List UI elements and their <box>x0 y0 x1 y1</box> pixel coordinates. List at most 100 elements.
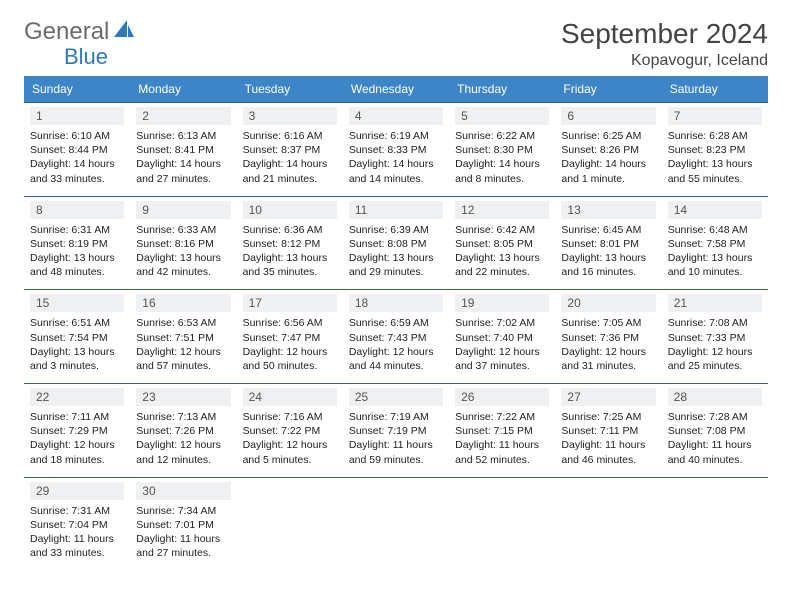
day-info: Sunrise: 6:22 AMSunset: 8:30 PMDaylight:… <box>455 129 549 186</box>
sunset-text: Sunset: 8:16 PM <box>136 237 230 251</box>
day-info: Sunrise: 6:13 AMSunset: 8:41 PMDaylight:… <box>136 129 230 186</box>
calendar-cell: 10Sunrise: 6:36 AMSunset: 8:12 PMDayligh… <box>237 196 343 290</box>
sunrise-text: Sunrise: 6:16 AM <box>243 129 337 143</box>
daylight-text: Daylight: 12 hours and 44 minutes. <box>349 345 443 373</box>
daylight-text: Daylight: 14 hours and 27 minutes. <box>136 157 230 185</box>
weekday-header: Saturday <box>662 76 768 103</box>
daylight-text: Daylight: 12 hours and 57 minutes. <box>136 345 230 373</box>
sunset-text: Sunset: 7:19 PM <box>349 424 443 438</box>
calendar-row: 22Sunrise: 7:11 AMSunset: 7:29 PMDayligh… <box>24 384 768 478</box>
calendar-cell: . <box>555 477 661 570</box>
calendar-cell: 24Sunrise: 7:16 AMSunset: 7:22 PMDayligh… <box>237 384 343 478</box>
page-title: September 2024 <box>561 18 768 50</box>
calendar-cell: 12Sunrise: 6:42 AMSunset: 8:05 PMDayligh… <box>449 196 555 290</box>
calendar-cell: 8Sunrise: 6:31 AMSunset: 8:19 PMDaylight… <box>24 196 130 290</box>
sunrise-text: Sunrise: 6:56 AM <box>243 316 337 330</box>
daylight-text: Daylight: 14 hours and 33 minutes. <box>30 157 124 185</box>
day-number: 30 <box>136 482 230 500</box>
day-number: 25 <box>349 388 443 406</box>
daylight-text: Daylight: 12 hours and 5 minutes. <box>243 438 337 466</box>
day-number: 18 <box>349 294 443 312</box>
sunset-text: Sunset: 7:22 PM <box>243 424 337 438</box>
day-info: Sunrise: 7:02 AMSunset: 7:40 PMDaylight:… <box>455 316 549 373</box>
calendar-cell: . <box>662 477 768 570</box>
calendar-cell: 16Sunrise: 6:53 AMSunset: 7:51 PMDayligh… <box>130 290 236 384</box>
day-info: Sunrise: 6:28 AMSunset: 8:23 PMDaylight:… <box>668 129 762 186</box>
day-number: 11 <box>349 201 443 219</box>
day-info: Sunrise: 6:51 AMSunset: 7:54 PMDaylight:… <box>30 316 124 373</box>
sunrise-text: Sunrise: 7:16 AM <box>243 410 337 424</box>
calendar-cell: 1Sunrise: 6:10 AMSunset: 8:44 PMDaylight… <box>24 103 130 197</box>
calendar-cell: 27Sunrise: 7:25 AMSunset: 7:11 PMDayligh… <box>555 384 661 478</box>
brand-part1: General <box>24 18 109 46</box>
weekday-header: Thursday <box>449 76 555 103</box>
day-number: 28 <box>668 388 762 406</box>
sunset-text: Sunset: 7:43 PM <box>349 331 443 345</box>
location-label: Kopavogur, Iceland <box>561 52 768 70</box>
sunset-text: Sunset: 7:40 PM <box>455 331 549 345</box>
weekday-header: Tuesday <box>237 76 343 103</box>
daylight-text: Daylight: 11 hours and 40 minutes. <box>668 438 762 466</box>
daylight-text: Daylight: 13 hours and 35 minutes. <box>243 251 337 279</box>
day-number: 16 <box>136 294 230 312</box>
sunrise-text: Sunrise: 7:02 AM <box>455 316 549 330</box>
sunrise-text: Sunrise: 6:13 AM <box>136 129 230 143</box>
sunrise-text: Sunrise: 6:19 AM <box>349 129 443 143</box>
day-info: Sunrise: 7:13 AMSunset: 7:26 PMDaylight:… <box>136 410 230 467</box>
day-info: Sunrise: 6:31 AMSunset: 8:19 PMDaylight:… <box>30 223 124 280</box>
calendar-cell: 20Sunrise: 7:05 AMSunset: 7:36 PMDayligh… <box>555 290 661 384</box>
day-number: 9 <box>136 201 230 219</box>
top-bar: General Blue September 2024 Kopavogur, I… <box>24 18 768 70</box>
day-info: Sunrise: 6:36 AMSunset: 8:12 PMDaylight:… <box>243 223 337 280</box>
day-number: 6 <box>561 107 655 125</box>
calendar-cell: . <box>343 477 449 570</box>
daylight-text: Daylight: 12 hours and 50 minutes. <box>243 345 337 373</box>
day-number: 3 <box>243 107 337 125</box>
sunset-text: Sunset: 8:37 PM <box>243 143 337 157</box>
sunset-text: Sunset: 7:58 PM <box>668 237 762 251</box>
daylight-text: Daylight: 11 hours and 33 minutes. <box>30 532 124 560</box>
sunrise-text: Sunrise: 7:19 AM <box>349 410 443 424</box>
calendar-cell: . <box>449 477 555 570</box>
calendar-cell: 6Sunrise: 6:25 AMSunset: 8:26 PMDaylight… <box>555 103 661 197</box>
daylight-text: Daylight: 11 hours and 27 minutes. <box>136 532 230 560</box>
calendar-cell: 23Sunrise: 7:13 AMSunset: 7:26 PMDayligh… <box>130 384 236 478</box>
calendar-cell: 11Sunrise: 6:39 AMSunset: 8:08 PMDayligh… <box>343 196 449 290</box>
calendar-header-row: SundayMondayTuesdayWednesdayThursdayFrid… <box>24 76 768 103</box>
sunrise-text: Sunrise: 7:22 AM <box>455 410 549 424</box>
daylight-text: Daylight: 14 hours and 21 minutes. <box>243 157 337 185</box>
sunset-text: Sunset: 7:29 PM <box>30 424 124 438</box>
day-number: 7 <box>668 107 762 125</box>
day-number: 13 <box>561 201 655 219</box>
calendar-cell: 19Sunrise: 7:02 AMSunset: 7:40 PMDayligh… <box>449 290 555 384</box>
sunset-text: Sunset: 7:11 PM <box>561 424 655 438</box>
sunrise-text: Sunrise: 6:51 AM <box>30 316 124 330</box>
sunset-text: Sunset: 8:19 PM <box>30 237 124 251</box>
sunset-text: Sunset: 7:08 PM <box>668 424 762 438</box>
daylight-text: Daylight: 12 hours and 25 minutes. <box>668 345 762 373</box>
day-info: Sunrise: 6:42 AMSunset: 8:05 PMDaylight:… <box>455 223 549 280</box>
sunset-text: Sunset: 8:26 PM <box>561 143 655 157</box>
daylight-text: Daylight: 13 hours and 3 minutes. <box>30 345 124 373</box>
day-info: Sunrise: 6:19 AMSunset: 8:33 PMDaylight:… <box>349 129 443 186</box>
sunset-text: Sunset: 7:54 PM <box>30 331 124 345</box>
calendar-cell: 18Sunrise: 6:59 AMSunset: 7:43 PMDayligh… <box>343 290 449 384</box>
sunrise-text: Sunrise: 6:28 AM <box>668 129 762 143</box>
sunset-text: Sunset: 8:44 PM <box>30 143 124 157</box>
calendar-page: General Blue September 2024 Kopavogur, I… <box>0 0 792 612</box>
day-info: Sunrise: 6:10 AMSunset: 8:44 PMDaylight:… <box>30 129 124 186</box>
day-info: Sunrise: 6:56 AMSunset: 7:47 PMDaylight:… <box>243 316 337 373</box>
daylight-text: Daylight: 12 hours and 31 minutes. <box>561 345 655 373</box>
sunrise-text: Sunrise: 6:45 AM <box>561 223 655 237</box>
day-number: 14 <box>668 201 762 219</box>
day-number: 21 <box>668 294 762 312</box>
daylight-text: Daylight: 13 hours and 10 minutes. <box>668 251 762 279</box>
sunrise-text: Sunrise: 7:28 AM <box>668 410 762 424</box>
day-number: 15 <box>30 294 124 312</box>
sunset-text: Sunset: 8:01 PM <box>561 237 655 251</box>
sunset-text: Sunset: 7:33 PM <box>668 331 762 345</box>
daylight-text: Daylight: 14 hours and 8 minutes. <box>455 157 549 185</box>
day-number: 27 <box>561 388 655 406</box>
sunset-text: Sunset: 7:36 PM <box>561 331 655 345</box>
day-info: Sunrise: 7:16 AMSunset: 7:22 PMDaylight:… <box>243 410 337 467</box>
